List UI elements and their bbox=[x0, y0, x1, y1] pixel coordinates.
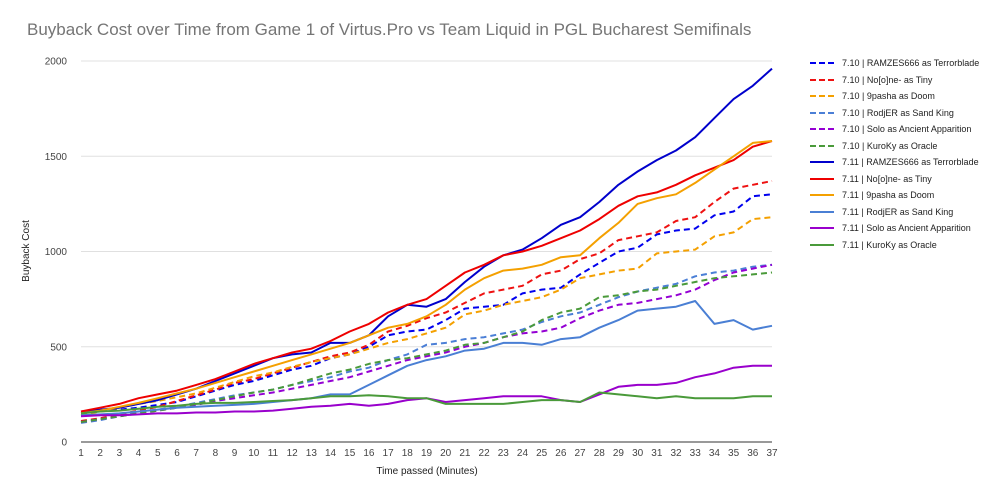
series-line-8 bbox=[80, 140, 773, 413]
x-tick-label: 24 bbox=[517, 448, 529, 459]
x-tick-label: 4 bbox=[136, 448, 142, 459]
x-axis-title: Time passed (Minutes) bbox=[376, 466, 477, 477]
y-tick-label: 500 bbox=[50, 342, 67, 353]
x-tick-label: 22 bbox=[479, 448, 491, 459]
grid-layer bbox=[81, 60, 772, 443]
y-axis-title: Buyback Cost bbox=[21, 220, 32, 282]
legend-swatch bbox=[810, 243, 834, 246]
series-line-4 bbox=[80, 263, 773, 424]
legend-label: 7.10 | No[o]ne- as Tiny bbox=[842, 74, 933, 85]
legend-item-5: 7.10 | Solo as Ancient Apparition bbox=[810, 122, 1000, 139]
x-tick-label: 23 bbox=[498, 448, 510, 459]
legend-swatch bbox=[810, 62, 834, 64]
chart-legend: 7.10 | RAMZES666 as Terrorblade 7.10 | No… bbox=[810, 56, 1000, 254]
x-tick-label: 8 bbox=[213, 448, 219, 459]
legend-item-6: 7.10 | KuroKy as Oracle bbox=[810, 139, 1000, 156]
x-tick-label: 6 bbox=[174, 448, 180, 459]
series-line-10 bbox=[80, 300, 773, 417]
series-line-9 bbox=[80, 140, 773, 415]
x-tick-label: 37 bbox=[766, 448, 778, 459]
legend-item-12: 7.11 | KuroKy as Oracle bbox=[810, 238, 1000, 255]
series-line-1 bbox=[80, 193, 773, 415]
x-tick-label: 17 bbox=[383, 448, 395, 459]
x-tick-label: 12 bbox=[287, 448, 299, 459]
legend-item-10: 7.11 | RodjER as Sand King bbox=[810, 205, 1000, 222]
x-tick-label: 25 bbox=[536, 448, 548, 459]
legend-swatch bbox=[810, 161, 834, 163]
series-line-5 bbox=[80, 263, 773, 423]
legend-swatch bbox=[810, 95, 834, 97]
legend-item-11: 7.11 | Solo as Ancient Apparition bbox=[810, 221, 1000, 238]
x-tick-label: 5 bbox=[155, 448, 161, 459]
x-tick-label: 15 bbox=[344, 448, 356, 459]
x-tick-label: 1 bbox=[78, 448, 84, 459]
y-tick-label: 0 bbox=[61, 438, 67, 449]
legend-label: 7.11 | 9pasha as Doom bbox=[842, 190, 935, 200]
x-tick-label: 19 bbox=[421, 448, 433, 459]
series-line-3 bbox=[80, 216, 773, 417]
legend-swatch bbox=[810, 78, 834, 81]
y-tick-label: 1000 bbox=[45, 247, 68, 258]
x-tick-label: 13 bbox=[306, 448, 318, 459]
legend-label: 7.11 | RodjER as Sand King bbox=[842, 206, 954, 217]
chart-title: Buyback Cost over Time from Game 1 of Vi… bbox=[27, 20, 752, 39]
x-tick-label: 3 bbox=[117, 448, 123, 459]
legend-label: 7.11 | No[o]ne- as Tiny bbox=[842, 173, 932, 184]
x-tick-label: 26 bbox=[555, 448, 567, 459]
x-tick-label: 16 bbox=[363, 448, 375, 459]
series-layer bbox=[80, 67, 773, 424]
legend-label: 7.10 | 9pasha as Doom bbox=[842, 91, 935, 101]
x-tick-label: 29 bbox=[613, 448, 625, 459]
legend-swatch bbox=[810, 111, 834, 114]
x-tick-label: 27 bbox=[574, 448, 586, 459]
legend-label: 7.10 | KuroKy as Oracle bbox=[842, 140, 938, 151]
legend-item-9: 7.11 | 9pasha as Doom bbox=[810, 188, 1000, 205]
legend-item-3: 7.10 | 9pasha as Doom bbox=[810, 89, 1000, 106]
x-tick-label: 2 bbox=[97, 448, 103, 459]
x-tick-label: 21 bbox=[459, 448, 471, 459]
legend-item-4: 7.10 | RodjER as Sand King bbox=[810, 106, 1000, 123]
x-tick-label: 33 bbox=[690, 448, 702, 459]
legend-swatch bbox=[810, 194, 834, 196]
x-tick-label: 10 bbox=[248, 448, 260, 459]
legend-swatch bbox=[810, 227, 834, 229]
x-tick-label: 9 bbox=[232, 448, 238, 459]
series-line-12 bbox=[80, 391, 772, 415]
x-tick-label: 14 bbox=[325, 448, 337, 459]
x-tick-label: 11 bbox=[268, 448, 279, 459]
legend-item-1: 7.10 | RAMZES666 as Terrorblade bbox=[810, 56, 1000, 73]
x-tick-label: 20 bbox=[440, 448, 452, 459]
x-tick-label: 34 bbox=[709, 448, 721, 459]
x-tick-label: 7 bbox=[193, 448, 199, 459]
legend-label: 7.10 | RodjER as Sand King bbox=[842, 107, 954, 118]
x-tick-label: 28 bbox=[594, 448, 606, 459]
x-tick-label: 18 bbox=[402, 448, 414, 459]
x-tick-label: 35 bbox=[728, 448, 740, 459]
y-tick-label: 2000 bbox=[45, 57, 68, 68]
x-tick-label: 36 bbox=[747, 448, 759, 459]
y-tick-label: 1500 bbox=[45, 152, 68, 163]
legend-swatch bbox=[810, 210, 834, 213]
x-tick-label: 30 bbox=[632, 448, 644, 459]
legend-item-7: 7.11 | RAMZES666 as Terrorblade bbox=[810, 155, 1000, 172]
legend-label: 7.11 | RAMZES666 as Terrorblade bbox=[842, 157, 979, 167]
x-tick-label: 31 bbox=[651, 448, 663, 459]
legend-label: 7.11 | KuroKy as Oracle bbox=[842, 239, 937, 250]
legend-swatch bbox=[810, 144, 834, 147]
legend-label: 7.11 | Solo as Ancient Apparition bbox=[842, 223, 971, 233]
series-line-2 bbox=[80, 180, 773, 422]
legend-label: 7.10 | RAMZES666 as Terrorblade bbox=[842, 58, 980, 68]
legend-swatch bbox=[810, 177, 834, 180]
legend-swatch bbox=[810, 128, 834, 130]
legend-item-2: 7.10 | No[o]ne- as Tiny bbox=[810, 73, 1000, 90]
series-line-6 bbox=[80, 271, 773, 423]
legend-item-8: 7.11 | No[o]ne- as Tiny bbox=[810, 172, 1000, 189]
x-tick-label: 32 bbox=[670, 448, 682, 459]
legend-label: 7.10 | Solo as Ancient Apparition bbox=[842, 124, 972, 134]
